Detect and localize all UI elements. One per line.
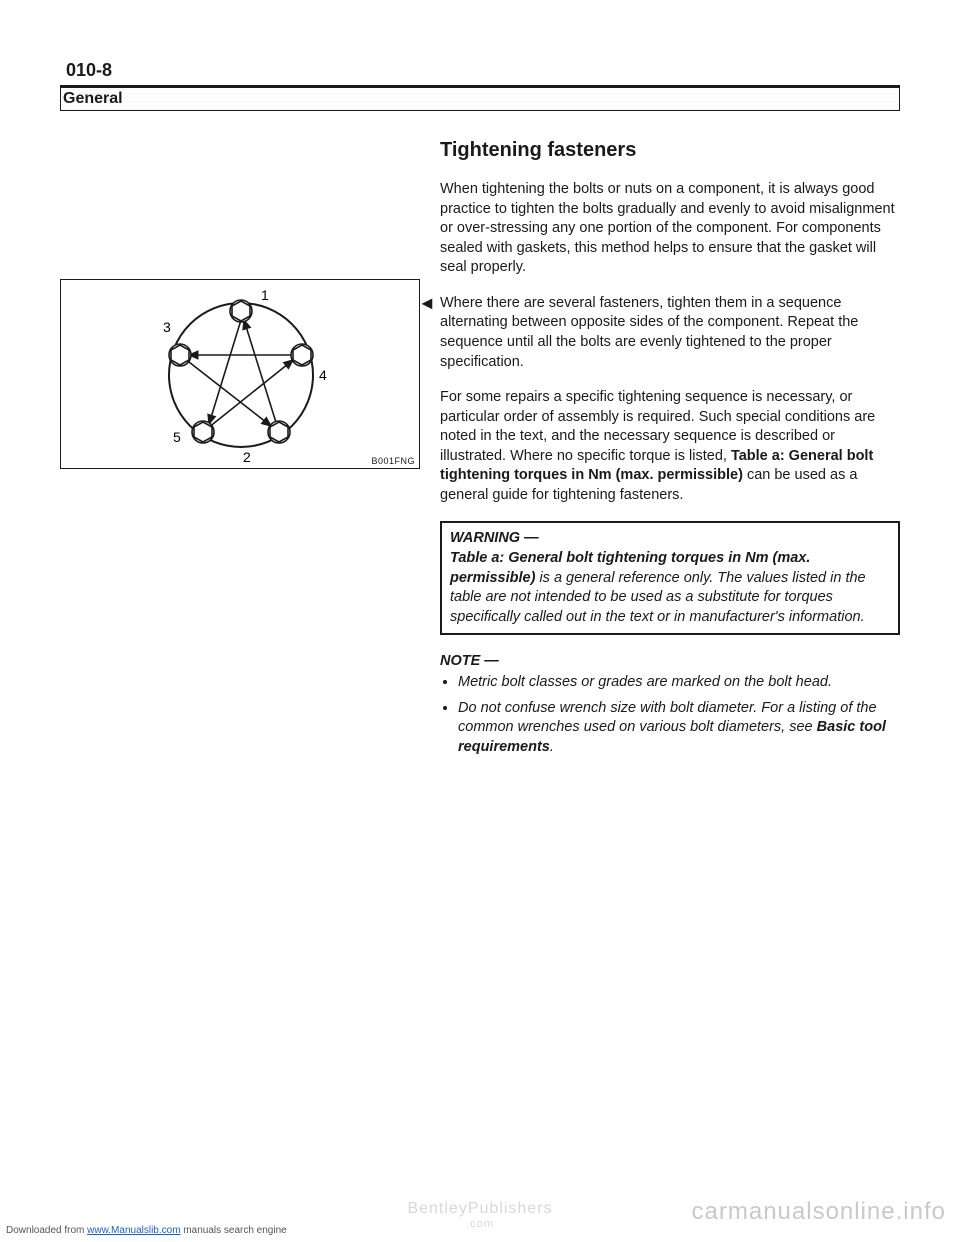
footer-left: Downloaded from www.Manualslib.com manua… [6,1225,287,1236]
lug-label-4: 4 [319,367,327,383]
watermark-right: carmanualsonline.info [692,1198,946,1226]
warning-label: WARNING — [450,530,539,546]
note-item-2: Do not confuse wrench size with bolt dia… [458,699,900,758]
page-content: 010-8 General [0,0,960,764]
tightening-sequence-diagram: 1 4 2 5 3 B001FNG [60,279,420,469]
footer-link[interactable]: www.Manualslib.com [87,1225,180,1236]
section-heading: Tightening fasteners [440,139,900,162]
left-column: 1 4 2 5 3 B001FNG [60,139,420,764]
page-number: 010-8 [66,60,900,81]
lug-label-3: 3 [163,319,171,335]
paragraph-2: ◄ Where there are several fasteners, tig… [440,294,900,372]
warning-box: WARNING — Table a: General bolt tighteni… [440,521,900,635]
note-item-2-period: . [550,739,554,755]
watermark-center-main: BentleyPublishers [407,1200,552,1217]
reference-arrow-icon: ◄ [418,294,436,312]
lug-label-1: 1 [261,287,269,303]
note-label: NOTE — [440,653,900,669]
footer-left-suffix: manuals search engine [181,1225,287,1236]
watermark-center: BentleyPublishers .com [407,1200,552,1230]
diagram-code: B001FNG [371,456,415,466]
lug-label-2: 2 [243,449,251,465]
right-column: Tightening fasteners When tightening the… [440,139,900,764]
section-label-box: General [60,87,900,111]
footer-left-prefix: Downloaded from [6,1225,87,1236]
note-item-2-text: Do not confuse wrench size with bolt dia… [458,700,877,736]
note-list: Metric bolt classes or grades are marked… [440,673,900,757]
section-label: General [63,90,123,107]
lug-label-5: 5 [173,429,181,445]
two-column-layout: 1 4 2 5 3 B001FNG Tightening fasteners W… [60,139,900,764]
note-item-1: Metric bolt classes or grades are marked… [458,673,900,693]
paragraph-1: When tightening the bolts or nuts on a c… [440,180,900,278]
watermark-center-sub: .com [407,1218,552,1230]
diagram-svg: 1 4 2 5 3 [61,280,421,470]
paragraph-2-text: Where there are several fasteners, tight… [440,295,858,370]
paragraph-3: For some repairs a specific tightening s… [440,388,900,505]
